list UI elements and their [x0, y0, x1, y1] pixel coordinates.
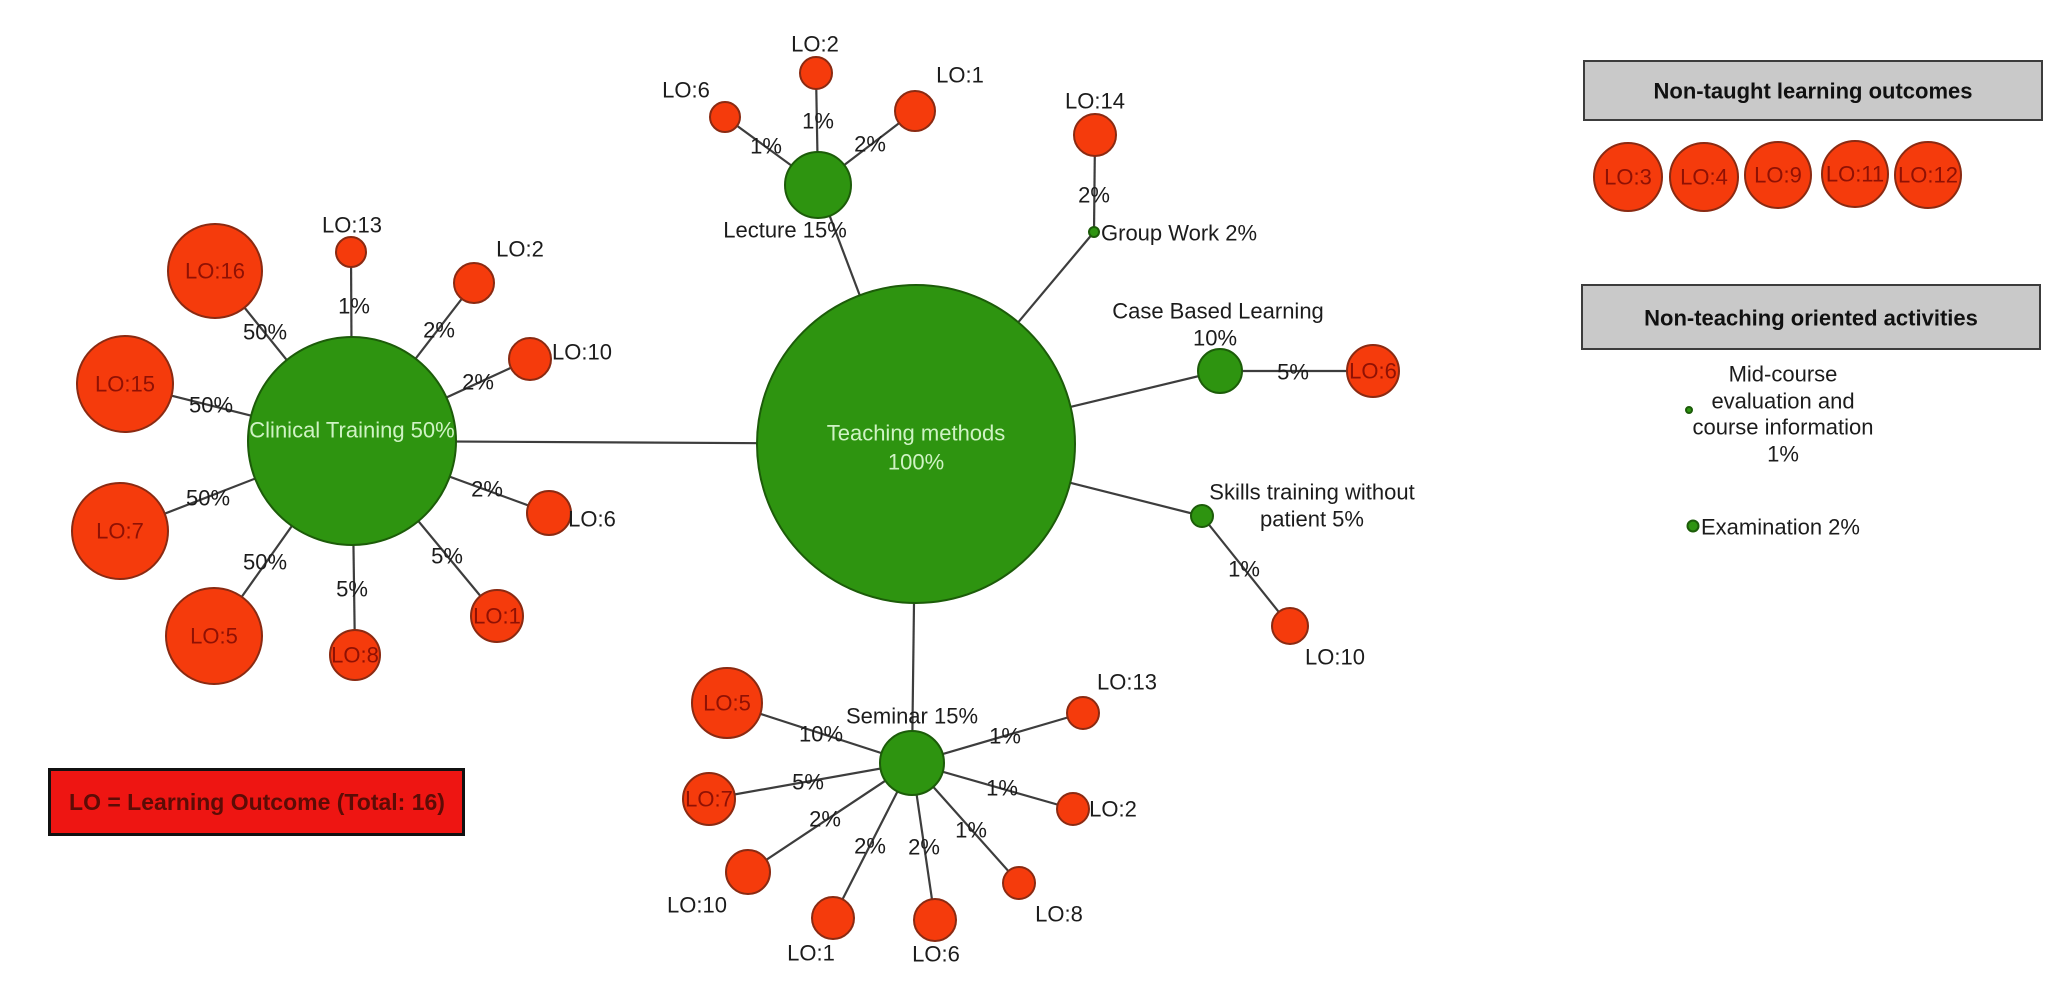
svg-text:LO:14: LO:14 [1065, 89, 1125, 114]
svg-text:1%: 1% [750, 134, 782, 159]
svg-text:Teaching methods: Teaching methods [827, 421, 1006, 446]
svg-text:5%: 5% [1277, 360, 1309, 385]
svg-text:Lecture 15%: Lecture 15% [723, 218, 847, 243]
svg-text:LO:10: LO:10 [552, 340, 612, 365]
svg-text:LO:4: LO:4 [1680, 165, 1728, 190]
svg-text:LO:8: LO:8 [1035, 902, 1083, 927]
svg-text:5%: 5% [336, 577, 368, 602]
svg-text:2%: 2% [462, 370, 494, 395]
svg-text:2%: 2% [854, 132, 886, 157]
svg-text:5%: 5% [792, 770, 824, 795]
svg-text:Non-taught learning outcomes: Non-taught learning outcomes [1654, 79, 1973, 104]
svg-text:LO:13: LO:13 [1097, 670, 1157, 695]
svg-text:Group Work 2%: Group Work 2% [1101, 221, 1257, 246]
svg-text:LO:2: LO:2 [496, 237, 544, 262]
svg-text:LO:2: LO:2 [1089, 797, 1137, 822]
svg-text:LO:7: LO:7 [96, 519, 144, 544]
svg-text:100%: 100% [888, 450, 944, 475]
svg-text:50%: 50% [186, 486, 230, 511]
svg-text:LO:7: LO:7 [685, 787, 733, 812]
svg-text:2%: 2% [854, 834, 886, 859]
svg-text:1%: 1% [955, 818, 987, 843]
svg-text:LO:1: LO:1 [787, 941, 835, 966]
svg-text:LO:15: LO:15 [95, 372, 155, 397]
svg-text:1%: 1% [986, 776, 1018, 801]
svg-text:1%: 1% [989, 724, 1021, 749]
svg-text:LO:2: LO:2 [791, 32, 839, 57]
svg-text:LO:10: LO:10 [667, 893, 727, 918]
svg-text:Seminar 15%: Seminar 15% [846, 704, 978, 729]
svg-text:1%: 1% [802, 109, 834, 134]
svg-text:LO:5: LO:5 [703, 691, 751, 716]
svg-text:patient 5%: patient 5% [1260, 507, 1364, 532]
svg-text:Examination 2%: Examination 2% [1701, 515, 1860, 540]
svg-text:1%: 1% [338, 294, 370, 319]
svg-text:5%: 5% [431, 544, 463, 569]
svg-text:Case Based Learning: Case Based Learning [1112, 299, 1324, 324]
svg-text:2%: 2% [809, 807, 841, 832]
svg-text:LO:1: LO:1 [936, 63, 984, 88]
svg-text:LO:8: LO:8 [331, 643, 379, 668]
svg-text:50%: 50% [243, 320, 287, 345]
svg-text:LO:3: LO:3 [1604, 165, 1652, 190]
svg-text:2%: 2% [423, 318, 455, 343]
svg-text:course information: course information [1693, 415, 1874, 440]
svg-text:50%: 50% [243, 550, 287, 575]
svg-text:10%: 10% [799, 722, 843, 747]
svg-text:LO:6: LO:6 [1349, 359, 1397, 384]
svg-text:10%: 10% [1193, 326, 1237, 351]
svg-text:1%: 1% [1767, 442, 1799, 467]
svg-text:LO:10: LO:10 [1305, 645, 1365, 670]
svg-text:2%: 2% [1078, 183, 1110, 208]
svg-text:LO:9: LO:9 [1754, 163, 1802, 188]
svg-text:LO:1: LO:1 [473, 604, 521, 629]
svg-text:evaluation and: evaluation and [1711, 389, 1854, 414]
svg-text:LO:6: LO:6 [912, 942, 960, 967]
svg-text:LO = Learning Outcome (Total:: LO = Learning Outcome (Total: 16) [69, 789, 445, 815]
svg-text:Clinical Training 50%: Clinical Training 50% [249, 418, 454, 443]
svg-text:LO:13: LO:13 [322, 213, 382, 238]
svg-text:50%: 50% [189, 393, 233, 418]
svg-text:LO:11: LO:11 [1826, 162, 1884, 187]
svg-text:Non-teaching oriented activiti: Non-teaching oriented activities [1644, 306, 1978, 331]
svg-text:2%: 2% [908, 835, 940, 860]
svg-text:LO:6: LO:6 [662, 78, 710, 103]
svg-text:2%: 2% [471, 477, 503, 502]
svg-text:1%: 1% [1228, 557, 1260, 582]
svg-text:LO:5: LO:5 [190, 624, 238, 649]
svg-text:LO:12: LO:12 [1898, 163, 1958, 188]
svg-text:LO:6: LO:6 [568, 507, 616, 532]
svg-text:LO:16: LO:16 [185, 259, 245, 284]
svg-text:Skills training without: Skills training without [1209, 480, 1414, 505]
svg-text:Mid-course: Mid-course [1729, 362, 1838, 387]
